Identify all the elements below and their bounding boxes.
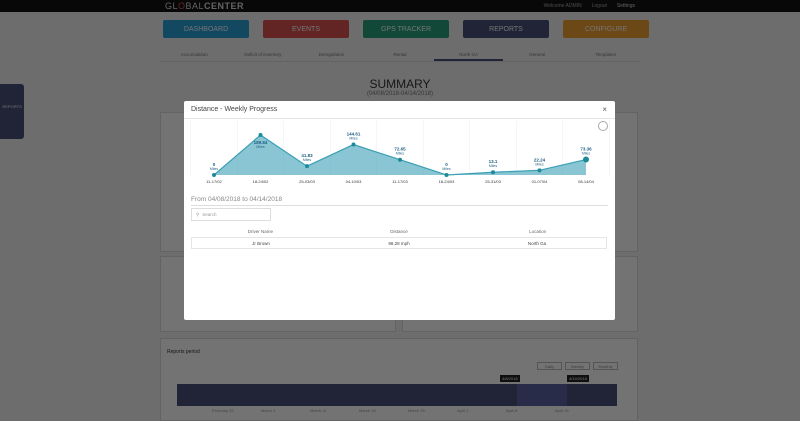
data-point [305,164,309,169]
data-label: 0 [213,162,216,167]
data-label-unit: Miles [442,167,450,171]
data-point [212,173,216,177]
data-label: 73.36 [580,147,592,152]
tab[interactable]: North GA [434,47,503,61]
data-label-unit: Miles [396,152,404,156]
x-tick-label: 11-17/03 [392,179,408,184]
x-tick-label: 08-14/04 [578,179,595,184]
search-input[interactable]: ⚲ Search [191,208,271,221]
timeline-month: April 8 [506,408,518,413]
timeline-month: April 15 [555,408,569,413]
data-label: 144.61 [347,132,361,137]
tab[interactable]: Rental [393,52,407,57]
data-label: 22.24 [534,157,546,162]
data-label: 13.1 [489,159,498,164]
top-bar: GLOBALCENTER Welcome ADMIN Logout Settin… [0,0,800,12]
search-icon: ⚲ [196,211,200,217]
data-label-unit: Miles [535,162,543,166]
page-title: SUMMARY [369,77,431,91]
timeline-month: March 11 [310,408,327,413]
distance-chart: 0Miles11-17/02189.84Miles18-24/0241.83Mi… [190,121,610,184]
nav-events[interactable]: EVENTS [263,20,349,38]
data-point [398,157,402,162]
data-label: 189.84 [254,140,268,145]
tab[interactable]: Templates [595,52,617,57]
data-label: 72.65 [394,147,406,152]
data-point [258,133,263,137]
column-header: Distance [390,229,408,234]
nav-reports[interactable]: REPORTS [463,20,549,38]
column-header: Driver Name [247,229,273,234]
summary-header: SUMMARY (04/08/2018-04/14/2018) [0,77,800,97]
start-date-tag: 4/8/2018 [500,375,520,382]
reports-period-panel: Reports period [160,338,638,421]
daily-button[interactable]: Daily [537,362,562,370]
data-label-unit: Miles [489,164,497,168]
nav-configure[interactable]: CONFIGURE [563,20,649,38]
x-tick-label: 18-24/03 [439,179,456,184]
nav-dashboard[interactable]: DASHBOARD [163,20,249,38]
nav-gps-tracker[interactable]: GPS TRACKER [363,20,449,38]
settings-link[interactable]: Settings [616,3,635,9]
export-icon[interactable] [598,121,608,131]
area [214,135,586,175]
end-date-tag: 4/14/2018 [567,375,589,382]
x-tick-label: 11-17/02 [206,179,222,184]
tab[interactable]: Deregulation [318,52,345,57]
data-point [491,170,495,175]
sidebar-reports-button[interactable]: REPORTS [0,84,24,139]
driver-table: Driver Name Distance Location Jr Brown 98.2… [191,227,607,249]
timeline-selection[interactable] [517,384,567,406]
data-label-unit: Miles [349,137,357,141]
timeline-bar[interactable] [177,384,617,406]
data-label-unit: Miles [303,158,311,162]
reports-period-title: Reports period [167,349,200,355]
x-tick-label: 18-24/02 [253,179,270,184]
report-tabs: Accumulation Deficit of inventory Deregula… [160,47,640,62]
tab[interactable]: Deficit of inventory [244,52,282,57]
timeline-month: February 25 [212,408,234,413]
x-tick-label: 25-03/03 [299,179,316,184]
logo: GLOBALCENTER [165,1,245,11]
timeline-month: March 4 [261,408,276,413]
data-label: 0 [445,162,448,167]
main-nav: DASHBOARD EVENTS GPS TRACKER REPORTS CONFIGU… [163,20,649,38]
distance-modal: Distance - Weekly Progress × 0 Miles 11-17… [184,101,615,320]
data-point [444,173,449,177]
close-icon[interactable]: × [602,105,607,114]
data-label-unit: Miles [256,145,264,149]
data-point [537,168,542,173]
timeline-month: March 18 [359,408,376,413]
timeline-month: March 25 [408,408,425,413]
data-label-unit: Miles [210,167,218,171]
welcome-text: Welcome ADMIN [543,3,582,9]
tab[interactable]: Accumulation [180,52,208,57]
timeline-month: April 1 [457,408,469,413]
column-header: Location [529,229,547,234]
data-label-unit: Miles [582,152,590,156]
x-tick-label: 01-07/04 [532,179,549,184]
modal-title: Distance - Weekly Progress [191,106,278,113]
date-range: (04/08/2018-04/14/2018) [366,91,434,97]
x-tick-label: 04-10/03 [346,179,363,184]
data-point [583,156,589,163]
weekly-button[interactable]: Weekly [565,362,590,370]
logout-link[interactable]: Logout [591,3,607,9]
x-tick-label: 25-31/03 [485,179,502,184]
tab[interactable]: General [529,52,546,57]
table-row[interactable]: Jr Brown 98.28 mph North Ga [191,237,607,249]
from-range: From 04/08/2018 to 04/14/2018 [191,196,283,203]
data-label: 41.83 [301,153,313,158]
monthly-button[interactable]: Monthly [593,362,618,370]
data-point [351,142,356,147]
